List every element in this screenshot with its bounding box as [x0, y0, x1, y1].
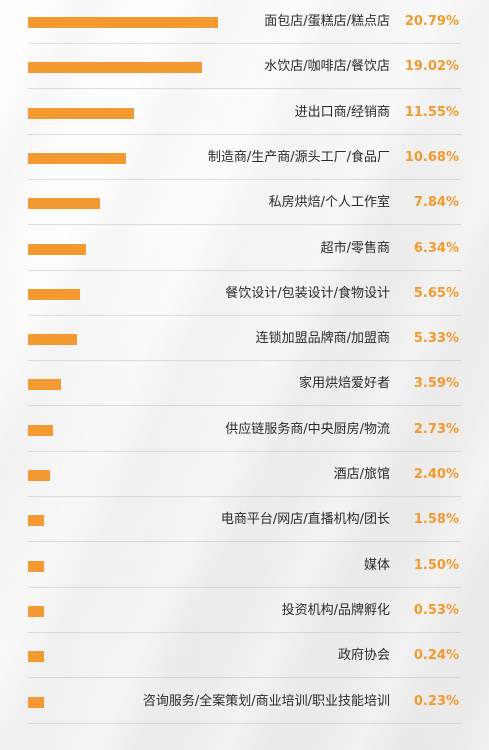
- category-label: 水饮店/咖啡店/餐饮店: [264, 59, 390, 75]
- bar: [28, 107, 134, 119]
- row-divider: [28, 722, 461, 724]
- bar: [28, 379, 61, 391]
- category-label: 进出口商/经销商: [294, 104, 390, 120]
- category-label: 政府协会: [337, 648, 390, 664]
- bar: [28, 17, 218, 28]
- bar-row: 媒体 1.50%: [0, 544, 489, 588]
- bar: [28, 243, 86, 255]
- category-label: 私房烘焙/个人工作室: [268, 195, 390, 211]
- category-label: 制造商/生产商/源头工厂/食品厂: [207, 149, 390, 165]
- bar: [28, 651, 44, 663]
- value-label: 5.33%: [413, 331, 459, 347]
- category-label: 电商平台/网店/直播机构/团长: [220, 512, 390, 528]
- bar-row: 超市/零售商 6.34%: [0, 227, 489, 271]
- category-label: 餐饮设计/包装设计/食物设计: [225, 285, 390, 301]
- bar-row: 政府协会 0.24%: [0, 634, 489, 679]
- category-label: 供应链服务商/中央厨房/物流: [225, 421, 390, 437]
- bar: [28, 62, 202, 74]
- bar: [28, 696, 44, 708]
- value-label: 1.50%: [413, 557, 459, 573]
- bar-row: 水饮店/咖啡店/餐饮店 19.02%: [0, 45, 489, 90]
- row-divider: [28, 43, 461, 44]
- value-label: 3.59%: [413, 376, 459, 392]
- bar-row: 电商平台/网店/直播机构/团长 1.58%: [0, 498, 489, 543]
- bar: [28, 470, 50, 481]
- row-divider: [28, 541, 461, 543]
- bar: [28, 515, 44, 527]
- category-label: 超市/零售商: [320, 240, 390, 256]
- bar-row: 供应链服务商/中央厨房/物流 2.73%: [0, 408, 489, 452]
- row-divider: [28, 405, 461, 407]
- bar-row: 投资机构/品牌孵化 0.53%: [0, 589, 489, 633]
- row-divider: [28, 360, 461, 362]
- row-divider: [28, 586, 461, 588]
- bar-row: 酒店/旅馆 2.40%: [0, 453, 489, 497]
- value-label: 0.24%: [413, 648, 459, 664]
- value-label: 2.73%: [413, 421, 459, 437]
- row-divider: [28, 314, 461, 316]
- value-label: 19.02%: [404, 59, 459, 75]
- bar: [28, 560, 44, 572]
- value-label: 7.84%: [413, 195, 459, 211]
- bar: [28, 424, 53, 436]
- bar: [28, 605, 44, 617]
- value-label: 1.58%: [413, 512, 459, 528]
- value-label: 6.34%: [413, 240, 459, 256]
- category-label: 投资机构/品牌孵化: [281, 602, 390, 618]
- bar: [28, 288, 80, 300]
- value-label: 0.23%: [413, 693, 459, 709]
- category-label: 酒店/旅馆: [333, 467, 390, 482]
- bar: [28, 334, 77, 346]
- row-divider: [28, 269, 461, 271]
- bar-row: 餐饮设计/包装设计/食物设计 5.65%: [0, 272, 489, 316]
- value-label: 5.65%: [413, 285, 459, 301]
- row-divider: [28, 133, 461, 135]
- bar: [28, 152, 126, 164]
- bar-row: 连锁加盟品牌商/加盟商 5.33%: [0, 317, 489, 362]
- row-divider: [28, 178, 461, 180]
- category-label: 咨询服务/全案策划/商业培训/职业技能培训: [142, 693, 390, 709]
- bar-row: 家用烘焙爱好者 3.59%: [0, 362, 489, 407]
- bar-row: 私房烘焙/个人工作室 7.84%: [0, 181, 489, 226]
- bar-row: 面包店/蛋糕店/糕点店 20.79%: [0, 0, 489, 44]
- category-label: 媒体: [363, 557, 390, 573]
- row-divider: [28, 496, 461, 497]
- row-divider: [28, 88, 461, 90]
- category-label: 面包店/蛋糕店/糕点店: [264, 14, 390, 29]
- row-divider: [28, 224, 461, 226]
- bar-row: 制造商/生产商/源头工厂/食品厂 10.68%: [0, 136, 489, 180]
- value-label: 20.79%: [404, 14, 459, 29]
- category-label: 家用烘焙爱好者: [298, 376, 390, 392]
- value-label: 10.68%: [404, 149, 459, 165]
- row-divider: [28, 677, 461, 679]
- bar: [28, 198, 100, 210]
- value-label: 0.53%: [413, 602, 459, 618]
- row-divider: [28, 450, 461, 452]
- category-label: 连锁加盟品牌商/加盟商: [255, 331, 390, 347]
- row-divider: [28, 631, 461, 633]
- value-label: 2.40%: [413, 467, 459, 482]
- value-label: 11.55%: [404, 104, 459, 120]
- bar-row: 进出口商/经销商 11.55%: [0, 91, 489, 135]
- bar-row: 咨询服务/全案策划/商业培训/职业技能培训 0.23%: [0, 680, 489, 724]
